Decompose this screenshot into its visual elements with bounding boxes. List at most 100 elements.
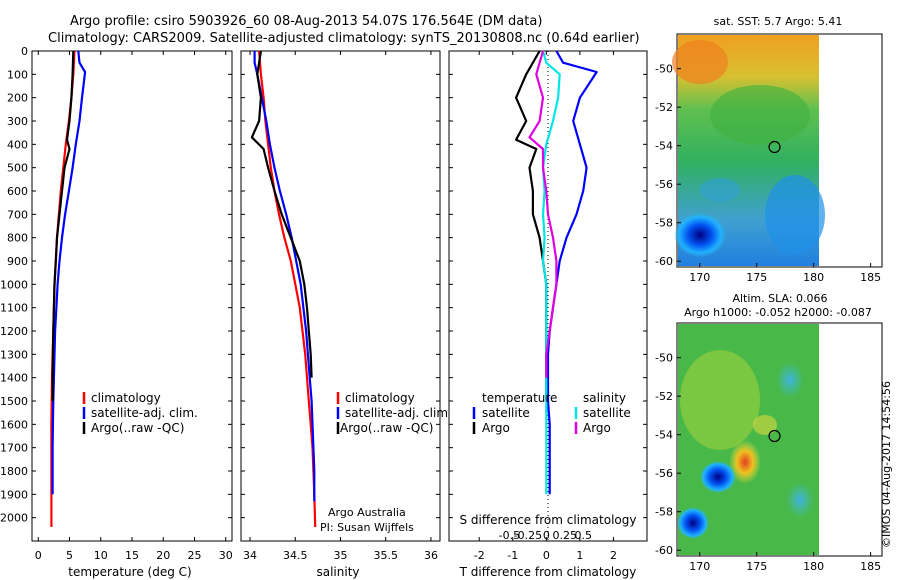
footer-credit: ©IMOS 04-Aug-2017 14:54:56 xyxy=(880,381,893,548)
difference-lines xyxy=(514,50,598,495)
xtick-label: 34.5 xyxy=(283,549,308,562)
xtick-label: 35.5 xyxy=(373,549,398,562)
xtick-label: 0 xyxy=(35,549,42,562)
map-xtick-label: 185 xyxy=(860,271,881,284)
ytick-label: 1500 xyxy=(0,395,28,408)
title-line2: Climatology: CARS2009. Satellite-adjuste… xyxy=(48,31,640,46)
ytick-label: 1900 xyxy=(0,488,28,501)
ytick-label: 1100 xyxy=(0,302,28,315)
xtick-label: 0 xyxy=(543,549,550,562)
difference-xticks: -2 -1 0 1 2 xyxy=(474,51,617,562)
xtick-label: 30 xyxy=(219,549,233,562)
series-line-s-satellite xyxy=(541,50,561,495)
temperature-legend: climatology satellite-adj. clim. Argo(..… xyxy=(82,391,198,435)
sla-cyan-patch-1 xyxy=(776,362,804,398)
sst-map-xticks: 170 175 180 185 xyxy=(689,263,881,284)
map-ytick-label: -56 xyxy=(655,467,673,480)
sla-map-subtitle: Argo h1000: -0.052 h2000: -0.087 xyxy=(684,306,872,319)
map-xtick-label: 180 xyxy=(803,271,824,284)
sst-cold-patch-1 xyxy=(674,213,726,257)
xtick-top-label: 0.5 xyxy=(574,529,592,542)
sla-yellow-band xyxy=(680,350,760,450)
xtick-top-label: -0.5 xyxy=(499,529,520,542)
sst-map-panel: sat. SST: 5.7 Argo: 5.41 170 175 180 185 -5… xyxy=(655,15,883,284)
temperature-lines xyxy=(50,50,87,527)
xtick-label: 25 xyxy=(188,549,202,562)
ytick-label: 600 xyxy=(7,185,28,198)
ytick-label: 800 xyxy=(7,232,28,245)
ytick-label: 100 xyxy=(7,68,28,81)
xtick-label: 10 xyxy=(94,549,108,562)
map-ytick-label: -52 xyxy=(655,390,673,403)
difference-xlabel: T difference from climatology xyxy=(459,565,637,579)
sst-cold-patch-2 xyxy=(765,175,825,255)
series-line-climatology xyxy=(258,50,317,528)
difference-xlabel-top: S difference from climatology xyxy=(460,513,637,527)
xtick-label: 5 xyxy=(66,549,73,562)
sla-map-title: Altim. SLA: 0.066 xyxy=(732,292,827,305)
sla-cold-eddy-2 xyxy=(677,507,709,539)
ytick-label: 1200 xyxy=(0,325,28,338)
map-ytick-label: -58 xyxy=(655,506,673,519)
salinity-axes-box xyxy=(240,50,441,542)
ytick-label: 400 xyxy=(7,138,28,151)
ytick-label: 300 xyxy=(7,115,28,128)
ytick-label: 0 xyxy=(21,45,28,58)
sst-map-title: sat. SST: 5.7 Argo: 5.41 xyxy=(714,15,843,28)
legend-label-argo: Argo(..raw -QC) xyxy=(91,421,184,435)
annotation-pi: PI: Susan Wijffels xyxy=(320,521,414,534)
salinity-lines xyxy=(250,50,317,528)
map-xtick-label: 170 xyxy=(689,271,710,284)
sst-cold-patch-3 xyxy=(700,178,740,202)
sst-argo-location-marker xyxy=(768,140,781,154)
legend-label-climatology: climatology xyxy=(345,391,415,405)
salinity-yticks xyxy=(241,50,440,519)
map-ytick-label: -54 xyxy=(655,140,673,153)
sst-green-patch xyxy=(710,85,810,145)
legend-label-argo: Argo(..raw -QC) xyxy=(340,421,433,435)
map-xtick-label: 170 xyxy=(689,560,710,573)
temperature-panel: 0100200300400500600700800900100011001200… xyxy=(0,45,233,579)
salinity-xlabel: salinity xyxy=(316,565,359,579)
salinity-legend: climatology satellite-adj. clim. Argo(..… xyxy=(336,391,452,435)
series-line-argo-raw-qc- xyxy=(250,50,313,378)
series-line-argo-raw-qc- xyxy=(51,50,75,401)
ytick-label: 1000 xyxy=(0,278,28,291)
difference-legend-temperature: temperature satellite Argo xyxy=(472,391,557,435)
ytick-label: 1800 xyxy=(0,465,28,478)
map-ytick-label: -56 xyxy=(655,178,673,191)
map-xtick-label: 185 xyxy=(860,560,881,573)
map-ytick-label: -54 xyxy=(655,429,673,442)
sst-map-image xyxy=(672,35,825,266)
series-line-s-argo xyxy=(528,50,558,378)
ytick-label: 700 xyxy=(7,208,28,221)
map-xtick-label: 180 xyxy=(803,560,824,573)
sla-map-yticks: -50 -52 -54 -56 -58 -60 xyxy=(655,352,681,557)
salinity-panel: 34 34.5 35 35.5 36 salinity climatology sate… xyxy=(240,50,452,579)
ytick-label: 1600 xyxy=(0,418,28,431)
ytick-label: 2000 xyxy=(0,512,28,525)
legend-label-climatology: climatology xyxy=(91,391,161,405)
series-line-satellite-adj-clim- xyxy=(51,50,87,495)
difference-legend-salinity: salinity satellite Argo xyxy=(574,391,631,435)
legend-label-s-argo: Argo xyxy=(583,421,611,435)
legend-label-satellite: satellite-adj. clim. xyxy=(345,406,452,420)
salinity-xticks: 34 34.5 35 35.5 36 xyxy=(243,51,438,562)
xtick-label: -1 xyxy=(507,549,518,562)
legend-label-t-satellite: satellite xyxy=(482,406,530,420)
difference-yticks xyxy=(449,50,647,519)
xtick-top-label: 0.25 xyxy=(553,529,578,542)
sla-map-xticks: 170 175 180 185 xyxy=(689,552,881,573)
map-xtick-label: 175 xyxy=(746,560,767,573)
xtick-label: 1 xyxy=(576,549,583,562)
map-ytick-label: -50 xyxy=(655,352,673,365)
ytick-label: 900 xyxy=(7,255,28,268)
legend-heading-salinity: salinity xyxy=(583,391,626,405)
sla-cyan-patch-2 xyxy=(786,482,814,518)
sla-warm-eddy xyxy=(729,440,761,484)
temperature-yticks: 0 100 200 300 400 500 600 700 800 900 1000 1100 1200… xyxy=(0,45,232,525)
xtick-label: 20 xyxy=(156,549,170,562)
sst-warm-patch xyxy=(672,40,728,84)
difference-xticks-top: -0.5-0.25 0 0.250.5 xyxy=(499,529,592,542)
